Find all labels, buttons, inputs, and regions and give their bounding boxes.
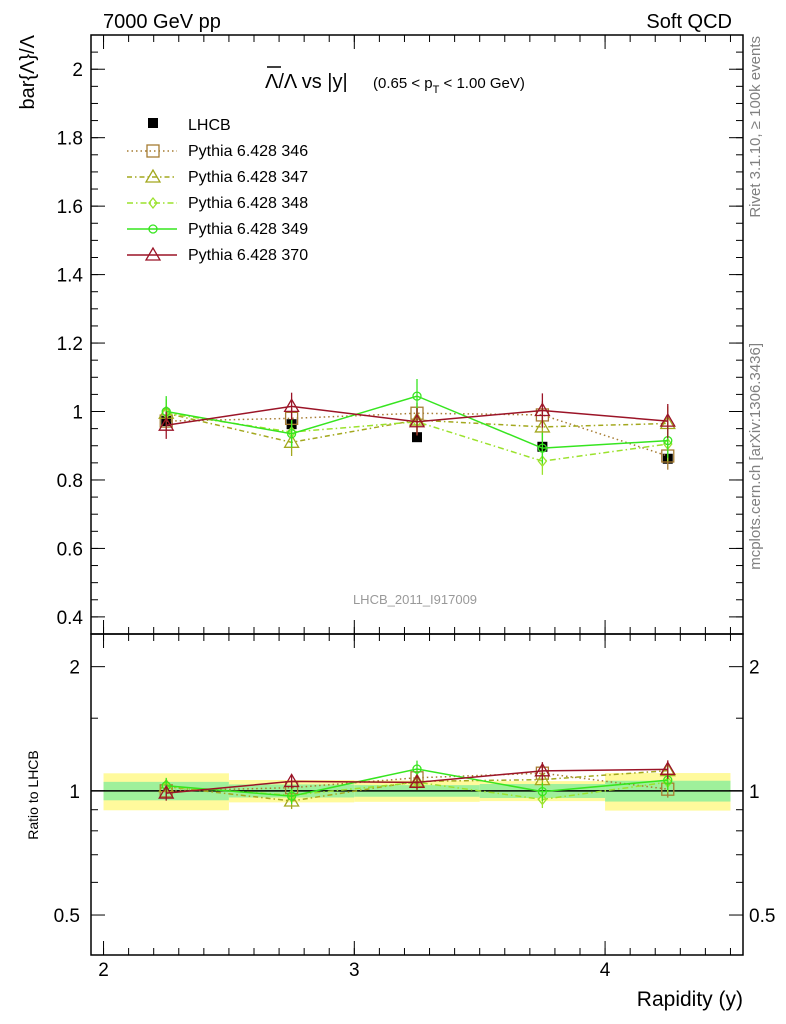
legend-marker-0: [146, 144, 160, 158]
legend-label-lhcb: LHCB: [188, 117, 231, 134]
series-point-4-1: [283, 398, 300, 413]
y-tick-label-8: 2: [72, 60, 83, 81]
y-tick-label-6: 1.6: [57, 197, 83, 218]
legend-label-370: Pythia 6.428 370: [188, 247, 308, 264]
ratio-point-1-1: [283, 792, 300, 807]
y-axis-label: bar{Λ}/Λ: [17, 34, 39, 109]
ratio-line-0: [166, 772, 668, 792]
legend-label-346: Pythia 6.428 346: [188, 143, 308, 160]
legend-marker-1: [144, 168, 162, 183]
y-tick-label-3: 1: [72, 403, 83, 424]
x-tick-label-2: 4: [600, 960, 611, 981]
legend-entry-346: Pythia 6.428 346: [188, 143, 308, 160]
legend-entry-347: Pythia 6.428 347: [188, 169, 308, 186]
legend-marker-4: [144, 246, 162, 261]
ratio-point-4-3: [534, 762, 551, 777]
y-tick-label-1: 0.6: [57, 539, 83, 560]
ratio-point-4-2: [408, 774, 426, 788]
ratio-tick-label-left-0: 0.5: [54, 906, 80, 927]
mcplots-label: mcplots.cern.ch [arXiv:1306.3436]: [747, 343, 764, 570]
ratio-point-4-0: [158, 784, 175, 799]
y-tick-label-7: 1.8: [57, 129, 83, 150]
legend-label-348: Pythia 6.428 348: [188, 195, 308, 212]
series-point-4-4: [659, 412, 676, 427]
y-tick-label-5: 1.4: [57, 266, 84, 287]
ratio-y-axis-label: Ratio to LHCB: [25, 750, 41, 839]
legend-entry-370: Pythia 6.428 370: [188, 247, 308, 264]
rivet-label: Rivet 3.1.10, ≥ 100k events: [747, 36, 764, 218]
legend-marker-lhcb: [148, 118, 158, 128]
y-tick-label-2: 0.8: [57, 471, 83, 492]
x-tick-label-0: 2: [98, 960, 109, 981]
analysis-watermark: LHCB_2011_I917009: [353, 592, 477, 607]
series-point-3-2: [412, 391, 422, 401]
ratio-tick-label-right-2: 2: [749, 658, 760, 679]
series-point-1-3: [534, 418, 551, 433]
chart-title-range: (0.65 < pT < 1.00 GeV): [373, 75, 525, 96]
x-tick-label-1: 3: [349, 960, 360, 981]
series-point-4-2: [408, 413, 426, 428]
header-right-label: Soft QCD: [646, 11, 732, 33]
ratio-point-4-1: [283, 773, 300, 788]
x-axis-label: Rapidity (y): [637, 988, 743, 1011]
chart-title: Λ/Λ vs |y| (0.65 < pT < 1.00 GeV): [265, 66, 525, 96]
series-point-3-3: [537, 443, 548, 453]
legend-marker-2: [148, 196, 158, 210]
series-point-4-0: [158, 416, 175, 431]
legend-marker-3: [148, 224, 158, 234]
series-point-3-1: [286, 429, 297, 439]
legend-entry-348: Pythia 6.428 348: [188, 195, 308, 212]
ratio-plot-frame: [90, 633, 744, 956]
svg-text:Λ/Λ vs |y|: Λ/Λ vs |y|: [265, 71, 348, 93]
y-tick-label-0: 0.4: [57, 608, 84, 629]
y-tick-label-4: 1.2: [57, 334, 83, 355]
series-point-4-3: [534, 402, 551, 417]
legend-label-349: Pythia 6.428 349: [188, 221, 308, 238]
ratio-tick-label-left-1: 1: [69, 782, 80, 803]
legend-label-347: Pythia 6.428 347: [188, 169, 308, 186]
legend-entry-lhcb: LHCB: [148, 117, 231, 134]
header-left-label: 7000 GeV pp: [103, 11, 221, 33]
chart-title-main: Λ/Λ vs |y|: [265, 71, 348, 93]
ratio-tick-label-left-2: 2: [69, 658, 80, 679]
ratio-point-3-1: [286, 791, 297, 801]
legend-entry-349: Pythia 6.428 349: [188, 221, 308, 238]
ratio-tick-label-right-0: 0.5: [749, 906, 775, 927]
ratio-point-4-4: [659, 761, 676, 775]
ratio-point-3-3: [537, 786, 548, 797]
legend: LHCB Pythia 6.428 346 Pythia 6.428 347 P…: [127, 117, 308, 264]
series-point-2-3: [537, 455, 548, 468]
ratio-point-2-3: [537, 793, 548, 806]
ratio-point-3-2: [412, 764, 422, 774]
data-point-lhcb-2: [412, 432, 422, 443]
ratio-tick-label-right-1: 1: [749, 782, 760, 803]
